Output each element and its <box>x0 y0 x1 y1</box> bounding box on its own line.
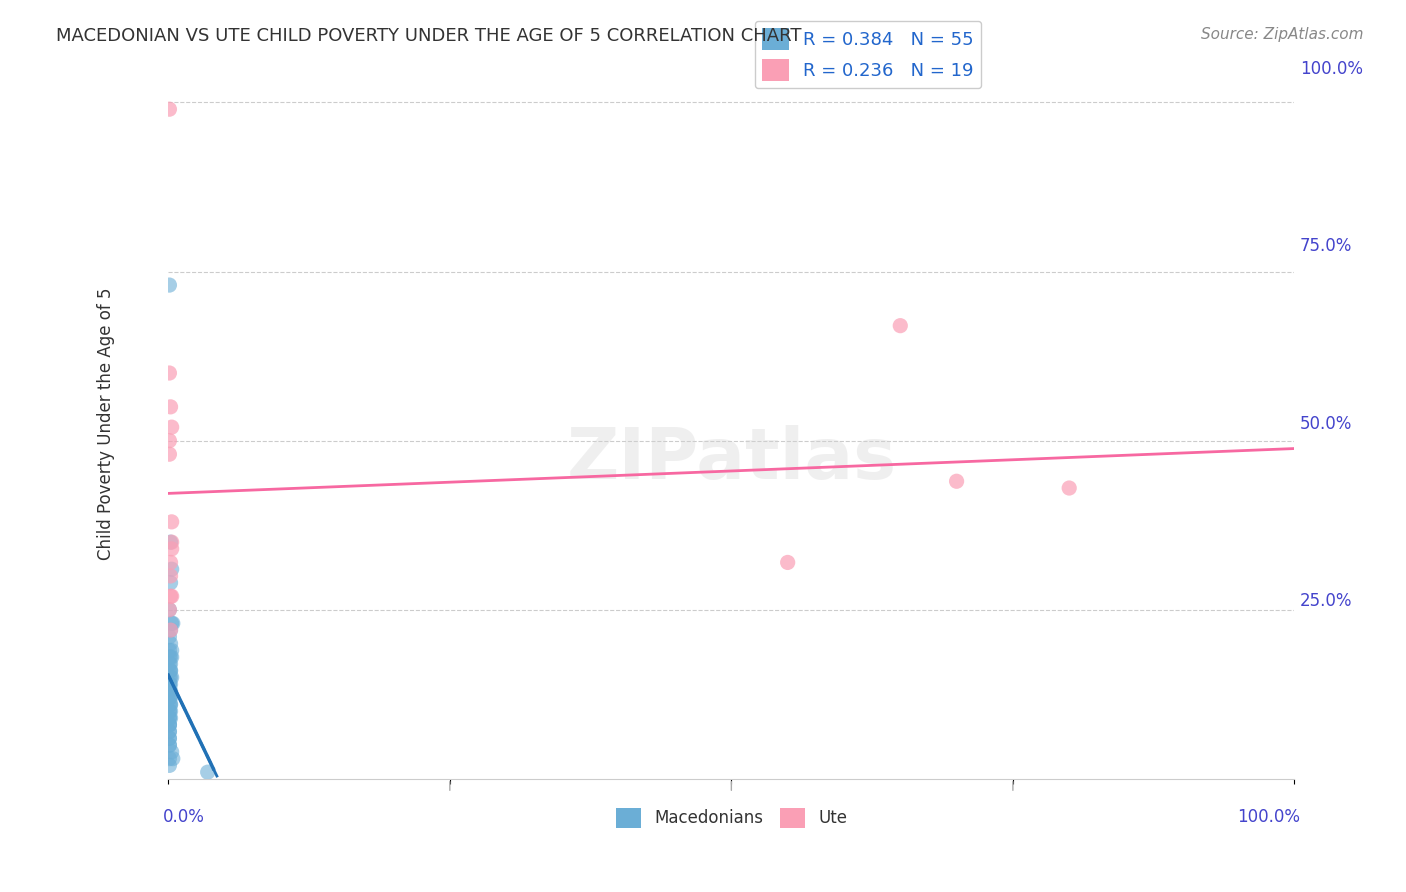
Point <box>1057 481 1080 495</box>
Point <box>157 758 180 772</box>
Point <box>889 318 911 333</box>
Point <box>162 616 184 631</box>
Text: Child Poverty Under the Age of 5: Child Poverty Under the Age of 5 <box>97 287 115 560</box>
Point <box>160 650 183 665</box>
Point <box>157 738 180 752</box>
Point <box>157 434 180 448</box>
Point <box>159 575 181 590</box>
Text: 100.0%: 100.0% <box>1301 60 1362 78</box>
Point <box>157 698 180 712</box>
Text: ZIPatlas: ZIPatlas <box>567 425 897 494</box>
Point <box>159 690 181 705</box>
Point <box>945 475 967 489</box>
Point <box>159 664 181 678</box>
Point <box>159 704 181 718</box>
Point <box>159 400 181 414</box>
Point <box>157 731 180 746</box>
Point <box>160 562 183 576</box>
Point <box>159 677 181 691</box>
Point <box>157 704 180 718</box>
Point <box>157 447 180 461</box>
Point <box>157 704 180 718</box>
Point <box>157 677 180 691</box>
Text: MACEDONIAN VS UTE CHILD POVERTY UNDER THE AGE OF 5 CORRELATION CHART: MACEDONIAN VS UTE CHILD POVERTY UNDER TH… <box>56 27 801 45</box>
Text: 25.0%: 25.0% <box>1301 592 1353 610</box>
Point <box>157 102 180 116</box>
Point <box>157 278 180 293</box>
Point <box>159 589 181 603</box>
Point <box>197 765 219 780</box>
Legend: Macedonians, Ute: Macedonians, Ute <box>609 801 853 835</box>
Point <box>157 677 180 691</box>
Point <box>157 670 180 684</box>
Point <box>160 535 183 549</box>
Point <box>160 589 183 603</box>
Point <box>157 684 180 698</box>
Point <box>159 698 181 712</box>
Point <box>160 745 183 759</box>
Point <box>157 664 180 678</box>
Text: 50.0%: 50.0% <box>1301 415 1353 433</box>
Text: Source: ZipAtlas.com: Source: ZipAtlas.com <box>1201 27 1364 42</box>
Point <box>157 603 180 617</box>
Point <box>162 751 184 765</box>
Point <box>159 698 181 712</box>
Point <box>159 556 181 570</box>
Point <box>157 684 180 698</box>
Point <box>159 637 181 651</box>
Point <box>157 711 180 725</box>
Point <box>157 751 180 765</box>
Point <box>157 650 180 665</box>
Point <box>159 664 181 678</box>
Point <box>160 515 183 529</box>
Point <box>157 690 180 705</box>
Point <box>160 541 183 556</box>
Text: 100.0%: 100.0% <box>1237 807 1301 825</box>
Point <box>160 420 183 434</box>
Point <box>159 650 181 665</box>
Point <box>159 623 181 637</box>
Point <box>157 603 180 617</box>
Point <box>157 630 180 644</box>
Point <box>159 657 181 671</box>
Point <box>157 643 180 657</box>
Point <box>159 569 181 583</box>
Point <box>157 366 180 380</box>
Point <box>157 711 180 725</box>
Point <box>159 711 181 725</box>
Point <box>159 684 181 698</box>
Point <box>160 643 183 657</box>
Point <box>157 718 180 732</box>
Point <box>157 690 180 705</box>
Text: 0.0%: 0.0% <box>163 807 204 825</box>
Text: 75.0%: 75.0% <box>1301 237 1353 255</box>
Point <box>157 724 180 739</box>
Point <box>157 718 180 732</box>
Point <box>157 738 180 752</box>
Point <box>160 670 183 684</box>
Point <box>159 623 181 637</box>
Point <box>157 724 180 739</box>
Point <box>157 718 180 732</box>
Point <box>159 670 181 684</box>
Point <box>160 616 183 631</box>
Point <box>157 657 180 671</box>
Point <box>157 731 180 746</box>
Point <box>159 535 181 549</box>
Point <box>776 556 799 570</box>
